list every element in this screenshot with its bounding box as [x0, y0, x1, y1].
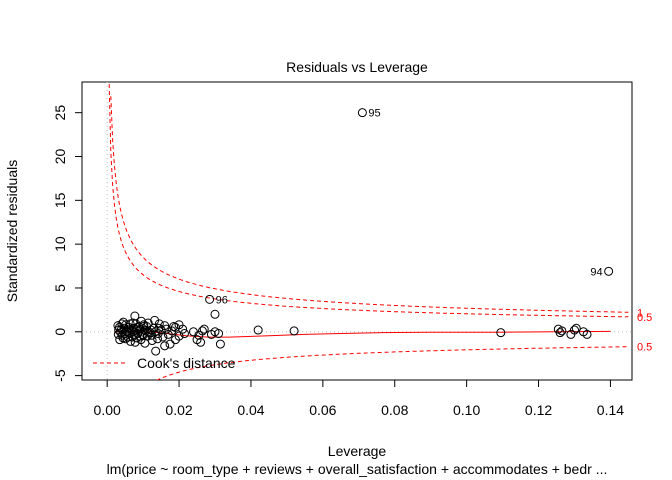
data-point: [571, 323, 581, 333]
data-point: [196, 337, 206, 347]
data-point: [165, 339, 175, 349]
data-point: [120, 334, 130, 344]
data-point: [357, 108, 367, 118]
model-formula-caption: lm(price ~ room_type + reviews + overall…: [107, 461, 608, 477]
loess-smoother: [114, 330, 611, 338]
data-point: [557, 326, 567, 336]
y-tick-label: 10: [52, 236, 68, 252]
cooks-contour-0.5: [108, 82, 629, 318]
y-tick-label: 0: [52, 328, 68, 336]
x-tick-label: 0.06: [309, 402, 336, 418]
data-point: [604, 266, 614, 276]
x-axis: 0.00 0.02 0.04 0.06 0.08 0.10 0.12 0.14: [94, 379, 624, 418]
data-point: [289, 326, 299, 336]
reference-lines: [82, 82, 632, 380]
data-point: [113, 329, 123, 339]
cooks-contour-negative: [156, 346, 629, 380]
cooks-distance-contours: [108, 82, 629, 380]
data-point: [169, 322, 179, 332]
x-tick-label: 0.00: [94, 402, 121, 418]
data-point: [117, 319, 127, 329]
cooks-contour-1: [110, 96, 629, 313]
data-point: [496, 328, 506, 338]
point-label: 96: [216, 294, 228, 306]
point-label: 95: [368, 108, 380, 120]
x-tick-label: 0.04: [237, 402, 264, 418]
y-tick-label: 20: [52, 149, 68, 165]
data-point: [197, 326, 207, 336]
y-axis-label: Standardized residuals: [4, 160, 20, 302]
loess-line: [114, 330, 611, 338]
x-tick-label: 0.14: [597, 402, 624, 418]
data-point: [151, 346, 161, 356]
point-labels: 95 94 96: [216, 108, 603, 307]
data-point: [179, 329, 189, 339]
data-point: [555, 328, 565, 338]
legend-label: Cook's distance: [137, 355, 236, 371]
y-tick-label: 15: [52, 192, 68, 208]
data-point: [160, 341, 170, 351]
y-tick-label: 25: [52, 105, 68, 121]
data-point: [205, 294, 215, 304]
data-point: [174, 320, 184, 330]
data-point: [210, 309, 220, 319]
y-axis: -5 0 5 10 15 20 25: [52, 105, 83, 382]
x-tick-label: 0.12: [525, 402, 552, 418]
contour-label: 0.5: [637, 312, 652, 324]
data-point: [119, 323, 129, 333]
data-point: [153, 329, 163, 339]
y-tick-label: -5: [52, 369, 68, 382]
data-point: [170, 335, 180, 345]
data-point: [199, 324, 209, 334]
x-tick-label: 0.10: [453, 402, 480, 418]
data-point: [138, 322, 148, 332]
data-point: [215, 339, 225, 349]
contour-label: 0.5: [637, 342, 652, 354]
data-point: [569, 325, 579, 335]
legend: Cook's distance: [93, 355, 236, 371]
x-axis-label: Leverage: [328, 443, 387, 459]
data-point: [136, 335, 146, 345]
point-label: 94: [590, 266, 602, 278]
data-point: [135, 331, 145, 341]
data-point: [154, 323, 164, 333]
data-point: [214, 329, 224, 339]
contour-labels: 10.50.5: [637, 307, 652, 353]
x-tick-label: 0.08: [381, 402, 408, 418]
data-point: [150, 315, 160, 325]
data-point: [582, 329, 592, 339]
chart-title: Residuals vs Leverage: [286, 59, 428, 75]
y-tick-label: 5: [52, 284, 68, 292]
contour-label: 1: [637, 307, 643, 319]
data-point: [253, 325, 263, 335]
points: [113, 108, 614, 356]
x-tick-label: 0.02: [165, 402, 192, 418]
